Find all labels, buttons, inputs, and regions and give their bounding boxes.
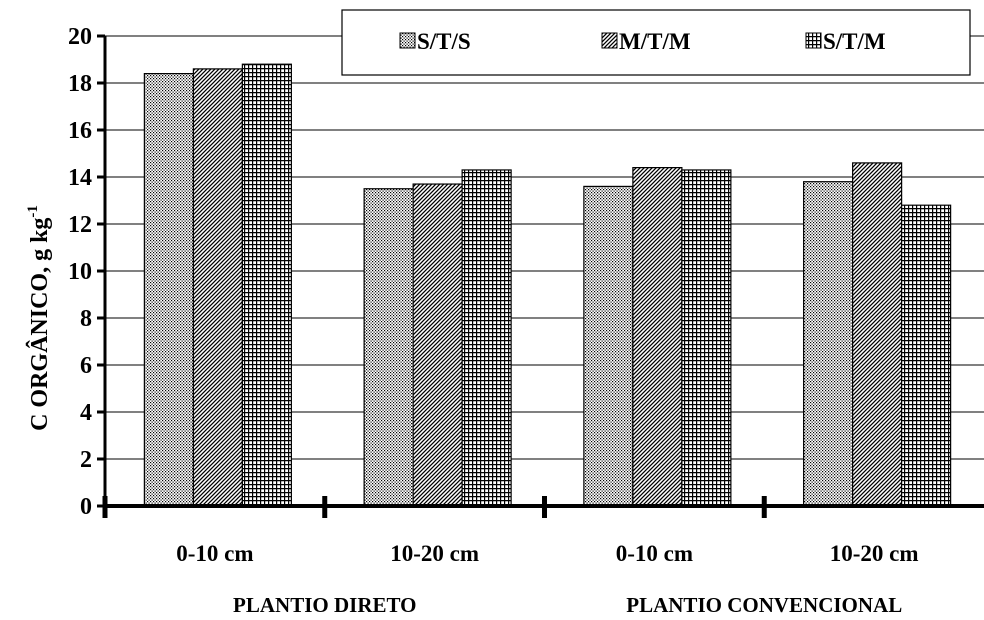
y-tick-label: 14 [68, 165, 92, 191]
legend-swatch [805, 32, 822, 49]
bar-m-t-m [852, 162, 903, 507]
legend-box [341, 9, 971, 76]
y-axis-label-superscript: -1 [25, 205, 41, 218]
legend: S/T/S M/T/M S/T/M [341, 9, 971, 76]
legend-label: M/T/M [619, 29, 691, 54]
bar-s-t-s [583, 185, 634, 507]
bar-s-t-s [803, 181, 854, 507]
bar-m-t-m [192, 68, 243, 507]
group-label: PLANTIO CONVENCIONAL [626, 593, 902, 617]
bar-s-t-m [901, 204, 952, 507]
y-tick-label: 20 [68, 24, 92, 50]
bar-m-t-m [632, 167, 683, 507]
x-tick-label: 0-10 cm [176, 541, 253, 566]
legend-swatch [399, 32, 416, 49]
legend-label: S/T/S [417, 29, 471, 54]
axes [97, 34, 984, 518]
x-tick-label: 0-10 cm [616, 541, 693, 566]
y-tick-label: 16 [68, 118, 92, 144]
bar-s-t-s [143, 72, 194, 507]
x-tick-labels: 0-10 cm 10-20 cm 0-10 cm 10-20 cm [176, 541, 918, 566]
y-tick-label: 4 [80, 400, 92, 426]
bar-m-t-m [412, 183, 463, 507]
y-tick-label: 0 [80, 494, 92, 520]
x-tick-label: 10-20 cm [390, 541, 479, 566]
group-labels: PLANTIO DIRETO PLANTIO CONVENCIONAL [233, 593, 902, 617]
bar-s-t-m [241, 63, 292, 507]
y-tick-label: 8 [80, 306, 92, 332]
y-tick-label: 10 [68, 259, 92, 285]
y-tick-label: 18 [68, 71, 92, 97]
legend-swatch [601, 32, 618, 49]
y-tick-label: 12 [68, 212, 92, 238]
y-axis-label: C ORGÂNICO, g kg-1 [25, 205, 53, 431]
y-axis-label-text: C ORGÂNICO, g kg [26, 218, 53, 431]
y-tick-label: 6 [80, 353, 92, 379]
bar-s-t-m [681, 169, 732, 507]
x-tick-label: 10-20 cm [830, 541, 919, 566]
bar-s-t-s [363, 188, 414, 507]
legend-label: S/T/M [823, 29, 886, 54]
group-label: PLANTIO DIRETO [233, 593, 416, 617]
y-tick-label: 2 [80, 447, 92, 473]
y-tick-labels: 0 2 4 6 8 10 12 14 16 18 20 [68, 24, 92, 520]
bar-s-t-m [461, 169, 512, 507]
